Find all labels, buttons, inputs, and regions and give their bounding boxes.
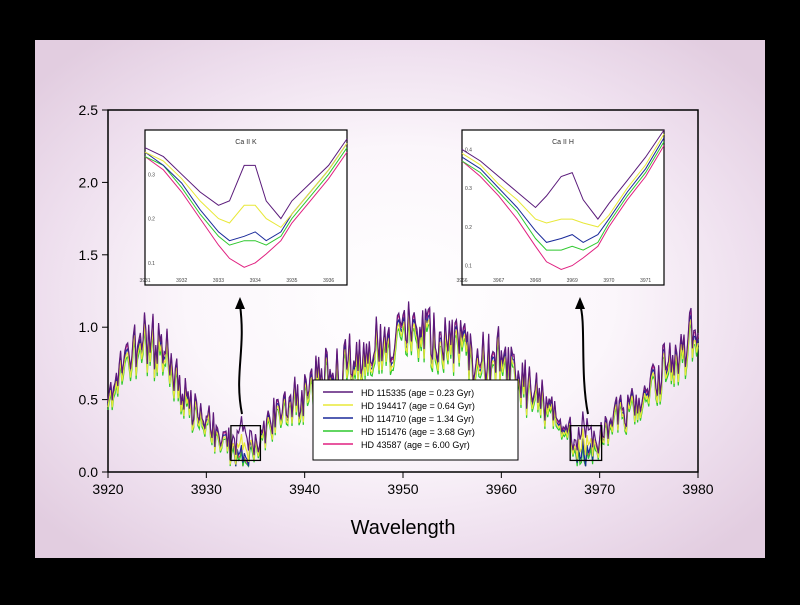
x-tick-label: 3930 — [191, 481, 222, 497]
legend-entry: HD 114710 (age = 1.34 Gyr) — [361, 414, 474, 424]
y-tick-label: 1.0 — [79, 319, 99, 335]
inset-series-line — [461, 129, 665, 220]
inset-x-tick-label: 3968 — [530, 278, 541, 284]
x-tick-label: 3940 — [289, 481, 320, 497]
x-tick-label: 3950 — [387, 481, 418, 497]
inset-x-tick-label: 3933 — [213, 278, 224, 284]
x-tick-label: 3970 — [584, 481, 615, 497]
inset-series-line — [461, 141, 665, 251]
x-tick-label: 3920 — [92, 481, 123, 497]
legend: HD 115335 (age = 0.23 Gyr) HD 194417 (age… — [312, 379, 519, 461]
inset-series-line — [461, 137, 665, 243]
main-plot: 3920 3930 3940 3950 3960 3970 3980 0.0 0.5 1.0 1.5… — [79, 102, 714, 539]
y-tick-label: 0.5 — [79, 392, 99, 408]
inset-series-line — [144, 138, 348, 220]
inset-y-tick-label: 0.3 — [148, 172, 155, 178]
x-axis-label: Wavelength — [351, 517, 456, 539]
inset-chart: Ca II K 3931 3932 3933 3934 3935 3936 0.1 0.2 0.3 — [139, 129, 348, 415]
inset-y-tick-label: 0.4 — [465, 147, 472, 153]
inset-x-tick-label: 3971 — [640, 278, 651, 284]
main-series — [107, 301, 699, 468]
inset-series-line — [461, 145, 665, 271]
x-tick-label: 3980 — [682, 481, 713, 497]
inset-title: Ca II K — [235, 139, 257, 146]
inset-title: Ca II H — [552, 139, 574, 146]
zoom-region-box — [569, 425, 603, 462]
inset-x-tick-label: 3969 — [567, 278, 578, 284]
inset-series-line — [144, 143, 348, 229]
inset-x-tick-label: 3967 — [493, 278, 504, 284]
inset-y-tick-label: 0.1 — [148, 261, 155, 267]
inset-y-tick-label: 0.3 — [465, 186, 472, 192]
inset-y-tick-label: 0.2 — [465, 225, 472, 231]
inset-chart: Ca II H 3966 3967 3968 3969 3970 3971 0.1 0.2 0.3… — [456, 129, 665, 415]
legend-entry: HD 43587 (age = 6.00 Gyr) — [361, 440, 470, 450]
inset-y-tick-label: 0.1 — [465, 264, 472, 270]
legend-entry: HD 151476 (age = 3.68 Gyr) — [361, 427, 475, 437]
inset-x-tick-label: 3935 — [286, 278, 297, 284]
series-line — [107, 301, 699, 461]
legend-box — [312, 379, 519, 461]
inset-x-tick-label: 3932 — [176, 278, 187, 284]
inset-x-tick-label: 3931 — [139, 278, 150, 284]
x-tick-label: 3960 — [486, 481, 517, 497]
inset-series-line — [144, 151, 348, 268]
inset-frame — [461, 129, 665, 286]
y-tick-label: 1.5 — [79, 247, 99, 263]
zoom-arrow-head — [235, 297, 245, 309]
y-tick-label: 2.0 — [79, 174, 99, 190]
inset-x-tick-label: 3966 — [456, 278, 467, 284]
inset-frame — [144, 129, 348, 286]
zoom-region-box — [230, 425, 262, 462]
legend-entry: HD 115335 (age = 0.23 Gyr) — [361, 388, 474, 398]
inset-series-line — [461, 133, 665, 228]
legend-entry: HD 194417 (age = 0.64 Gyr) — [361, 401, 475, 411]
inset-layer: Ca II K 3931 3932 3933 3934 3935 3936 0.1 0.2 0.3… — [139, 129, 665, 415]
inset-series-line — [144, 147, 348, 246]
inset-y-tick-label: 0.2 — [148, 217, 155, 223]
inset-x-tick-label: 3970 — [603, 278, 614, 284]
inset-x-tick-label: 3936 — [323, 278, 334, 284]
zoom-arrow — [238, 304, 243, 415]
zoom-arrow — [579, 304, 589, 415]
zoom-arrow-head — [575, 297, 585, 309]
y-tick-label: 0.0 — [79, 464, 99, 480]
inset-x-tick-label: 3934 — [250, 278, 261, 284]
y-tick-label: 2.5 — [79, 102, 99, 118]
